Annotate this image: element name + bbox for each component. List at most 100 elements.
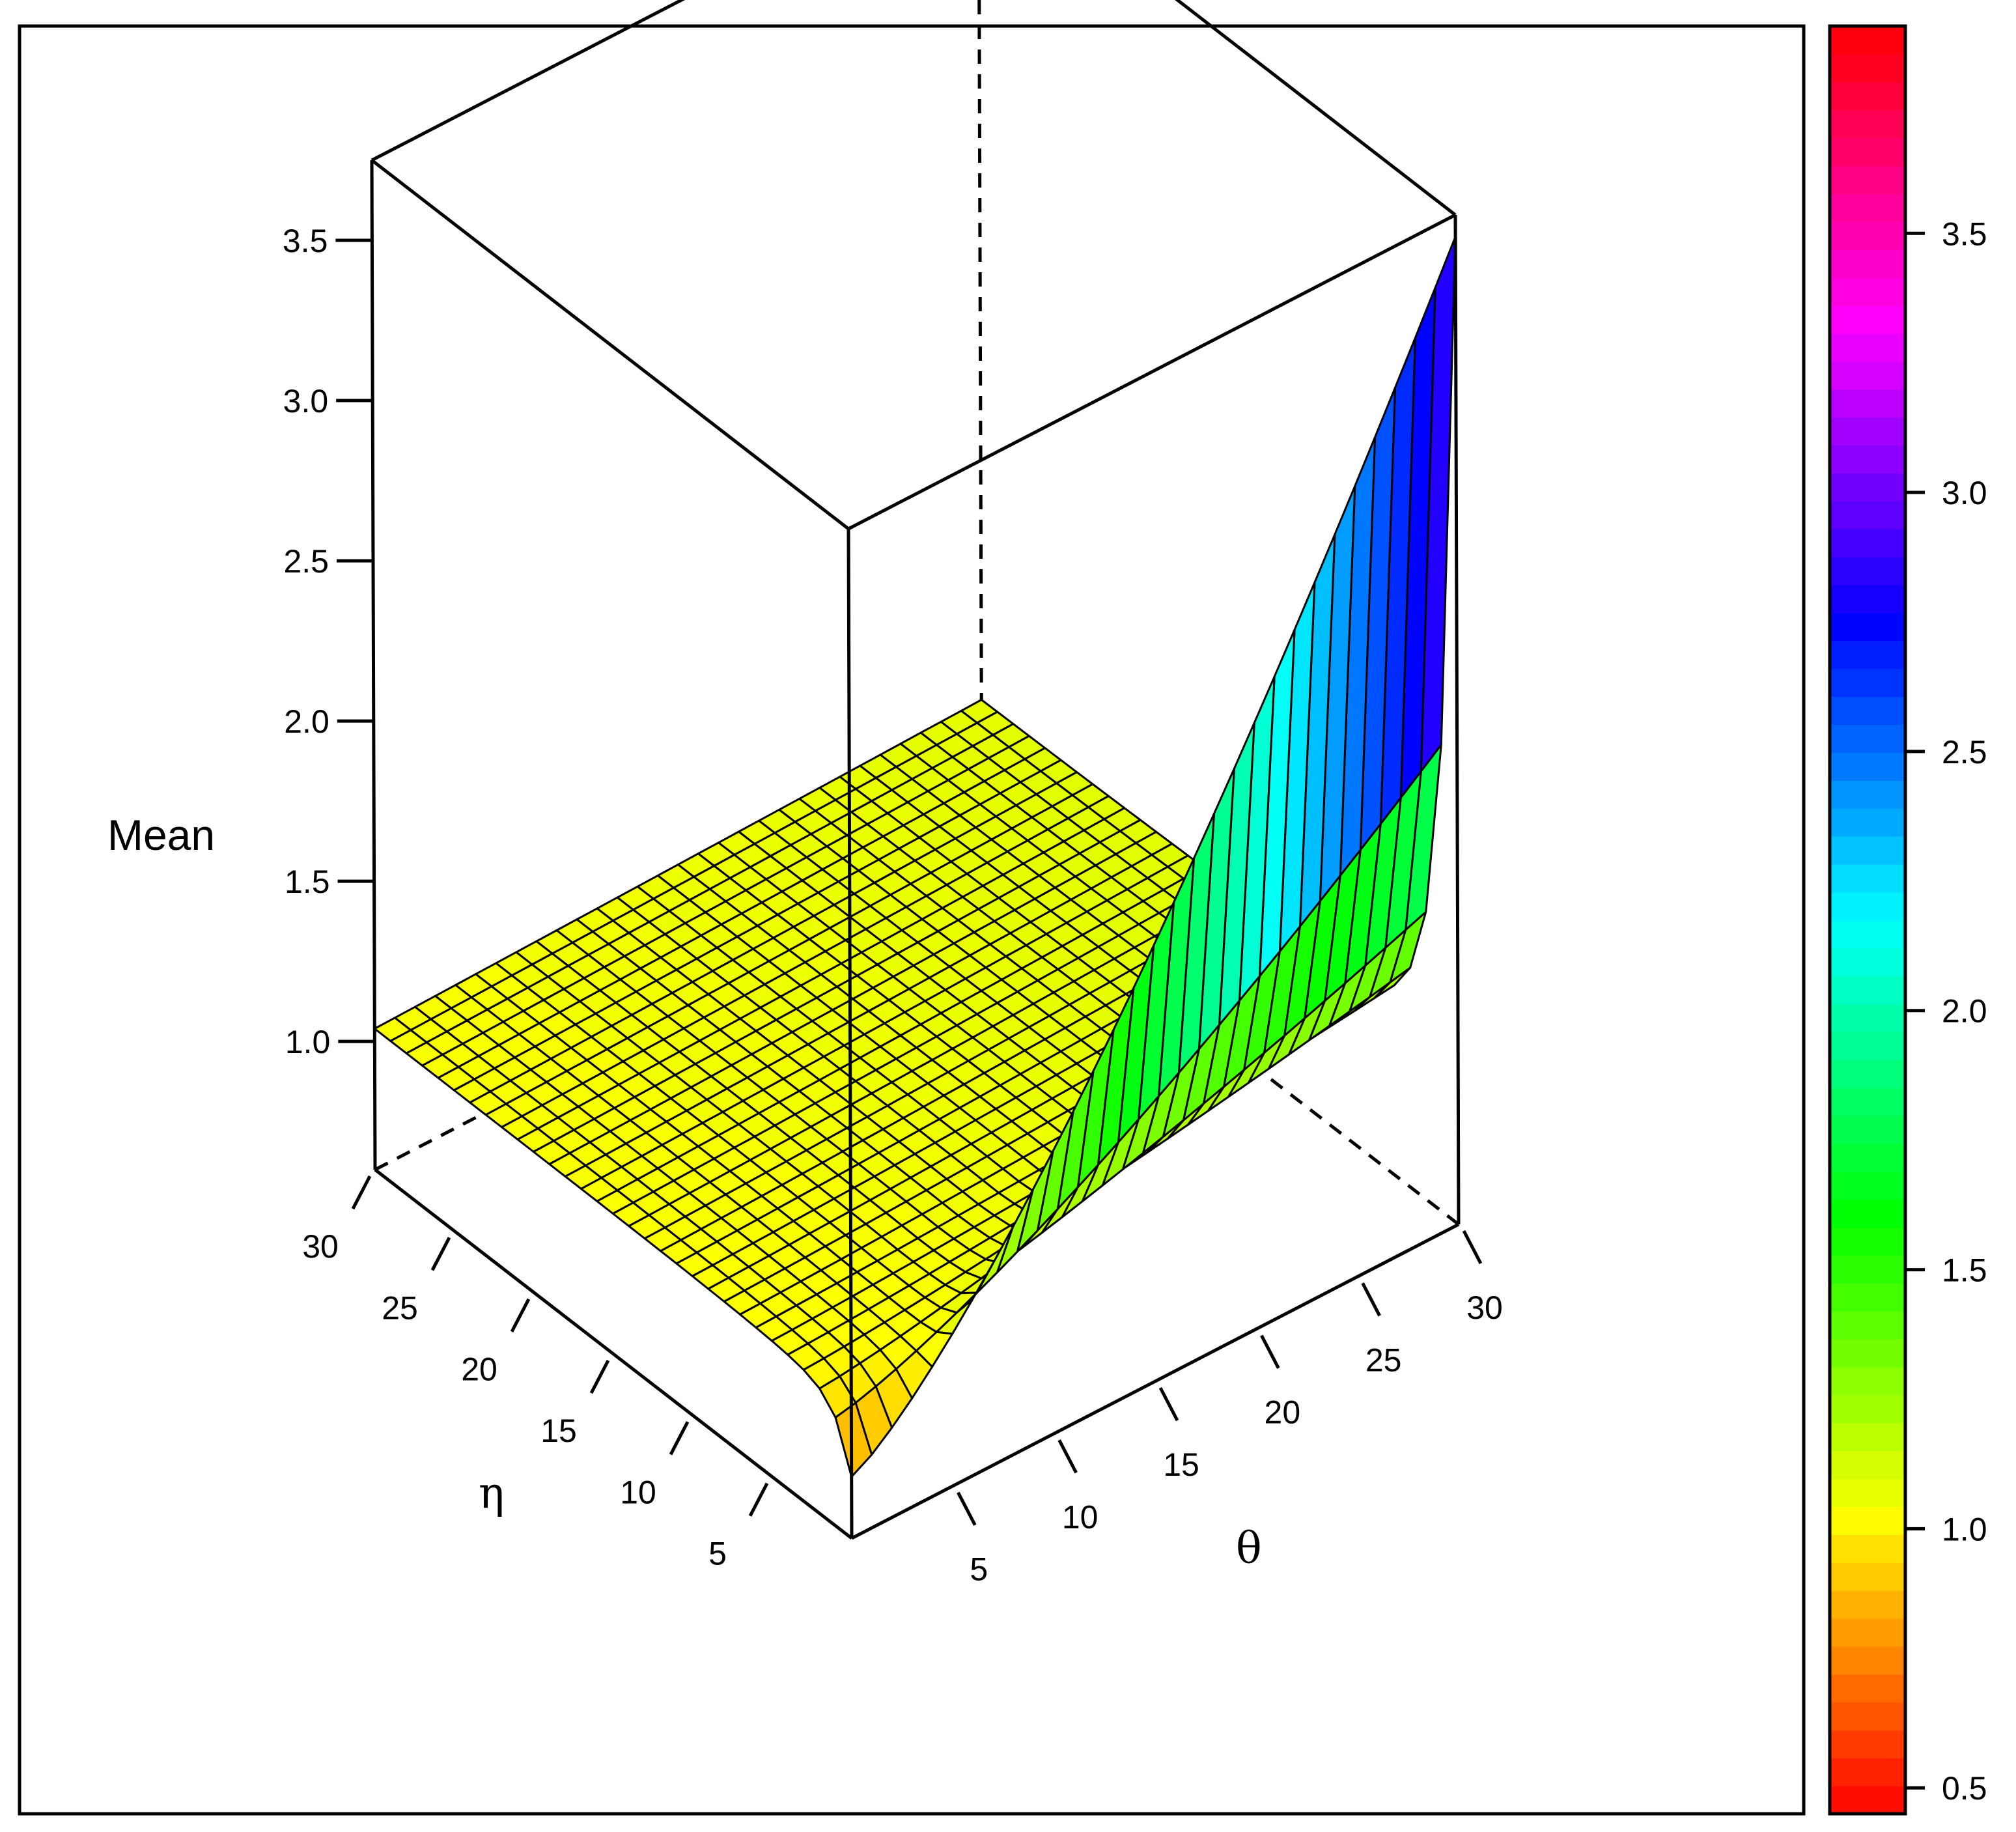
colorbar-swatch: [1830, 612, 1905, 641]
x-tick-label: 10: [1062, 1499, 1099, 1535]
colorbar-swatch: [1830, 305, 1905, 334]
colorbar-frame: [1828, 24, 1907, 1816]
colorbar-swatch: [1830, 1143, 1905, 1172]
box-edge: [847, 213, 1457, 531]
colorbar-swatch: [1830, 1450, 1905, 1480]
colorbar-swatch: [1830, 53, 1905, 83]
z-tick-label: 2.5: [283, 543, 329, 580]
colorbar-swatch: [1830, 1115, 1905, 1144]
colorbar-swatch: [1830, 389, 1905, 418]
colorbar-swatch: [1830, 1199, 1905, 1228]
z-tick-label: 1.5: [285, 864, 330, 900]
z-tick-label: 3.5: [283, 223, 328, 259]
box-edge: [370, 160, 377, 1170]
x-tick-label: 25: [1365, 1342, 1402, 1378]
colorbar-swatch: [1830, 1478, 1905, 1507]
colorbar-swatch: [1830, 417, 1905, 446]
x-tick: [1361, 1282, 1381, 1317]
box-edge-hidden-vertical: [977, 0, 984, 856]
plot-frame: [18, 24, 1806, 1816]
colorbar-tick-label: 3.5: [1942, 216, 1987, 252]
z-tick-label: 1.0: [285, 1024, 331, 1060]
colorbar-tick-label: 1.0: [1942, 1511, 1987, 1547]
surface-mesh: [373, 236, 1457, 1478]
surface-facet: [834, 1402, 873, 1478]
colorbar-swatch: [1830, 780, 1905, 809]
x-tick-label: 20: [1265, 1394, 1301, 1431]
colorbar-swatch: [1830, 808, 1905, 837]
z-tick-label: 2.0: [284, 703, 329, 740]
colorbar-swatch: [1830, 1758, 1905, 1786]
colorbar-swatch: [1830, 1590, 1905, 1619]
x-tick: [1158, 1387, 1179, 1422]
colorbar-swatch: [1830, 277, 1905, 306]
box-edge: [371, 0, 686, 162]
x-tick: [1462, 1230, 1483, 1265]
y-tick-label: 5: [708, 1536, 727, 1572]
y-tick-label: 20: [461, 1351, 497, 1388]
colorbar-swatch: [1830, 1087, 1905, 1116]
box-edge: [1453, 214, 1461, 1225]
colorbar-tick-label: 2.5: [1942, 734, 1987, 770]
box-edge: [847, 528, 854, 1539]
x-tick: [957, 1491, 977, 1526]
colorbar-swatch: [1830, 1255, 1905, 1284]
colorbar-tick-label: 0.5: [1942, 1770, 1987, 1807]
colorbar-swatch: [1830, 1283, 1905, 1312]
box-edge: [371, 159, 850, 530]
colorbar-tick-label: 3.0: [1942, 475, 1987, 511]
colorbar: 0.5 1.0 1.5 2.0 2.5 3.0 3.5: [1828, 24, 1987, 1816]
x-tick: [1260, 1334, 1280, 1369]
x-tick-label: 15: [1163, 1446, 1199, 1483]
colorbar-swatch: [1830, 1534, 1905, 1563]
colorbar-swatch: [1830, 501, 1905, 529]
y-tick-label: 25: [382, 1289, 418, 1326]
colorbar-swatch: [1830, 26, 1905, 55]
colorbar-swatch: [1830, 1310, 1905, 1340]
colorbar-swatch: [1830, 1646, 1905, 1675]
colorbar-swatch: [1830, 668, 1905, 698]
colorbar-swatch: [1830, 333, 1905, 362]
colorbar-swatch: [1830, 892, 1905, 921]
colorbar-swatch: [1830, 696, 1905, 726]
colorbar-swatch: [1830, 1032, 1905, 1060]
y-tick-label: 30: [302, 1228, 339, 1265]
box-edge: [850, 1222, 1460, 1540]
colorbar-swatch: [1830, 361, 1905, 390]
colorbar-swatch: [1830, 976, 1905, 1004]
y-tick-label: 10: [620, 1474, 656, 1510]
colorbar-swatch: [1830, 1338, 1905, 1368]
colorbar-swatch: [1830, 1227, 1905, 1256]
colorbar-swatch: [1830, 584, 1905, 613]
colorbar-swatch: [1830, 529, 1905, 557]
axes: 5 10 15 20 25 30 5 10 15 20 25 30 1.0 1.5 2.0 2.5 3.0 3.5: [283, 223, 1503, 1588]
colorbar-swatch: [1830, 193, 1905, 223]
colorbar-swatch: [1830, 1422, 1905, 1452]
colorbar-swatch: [1830, 137, 1905, 167]
colorbar-swatch: [1830, 81, 1905, 111]
z-axis-title: Mean: [107, 811, 215, 859]
colorbar-swatch: [1830, 948, 1905, 977]
colorbar-swatch: [1830, 1004, 1905, 1032]
colorbar-swatch: [1830, 1618, 1905, 1647]
x-tick-label: 5: [970, 1551, 988, 1588]
colorbar-swatch: [1830, 556, 1905, 585]
colorbar-swatch: [1830, 1366, 1905, 1396]
colorbar-swatch: [1830, 1506, 1905, 1535]
colorbar-swatch: [1830, 445, 1905, 474]
z-tick-label: 3.0: [283, 383, 329, 419]
colorbar-tick-label: 2.0: [1942, 993, 1987, 1030]
colorbar-swatch: [1830, 920, 1905, 949]
colorbar-swatch: [1830, 221, 1905, 250]
colorbar-swatch: [1830, 1786, 1905, 1814]
y-tick: [669, 1421, 690, 1456]
colorbar-swatch: [1830, 1394, 1905, 1424]
colorbar-tick-label: 1.5: [1942, 1252, 1987, 1289]
box-edge: [374, 1168, 853, 1540]
colorbar-swatch: [1830, 1171, 1905, 1200]
colorbar-swatch: [1830, 473, 1905, 501]
y-tick: [430, 1237, 451, 1271]
y-tick: [589, 1359, 610, 1394]
colorbar-swatch: [1830, 640, 1905, 669]
